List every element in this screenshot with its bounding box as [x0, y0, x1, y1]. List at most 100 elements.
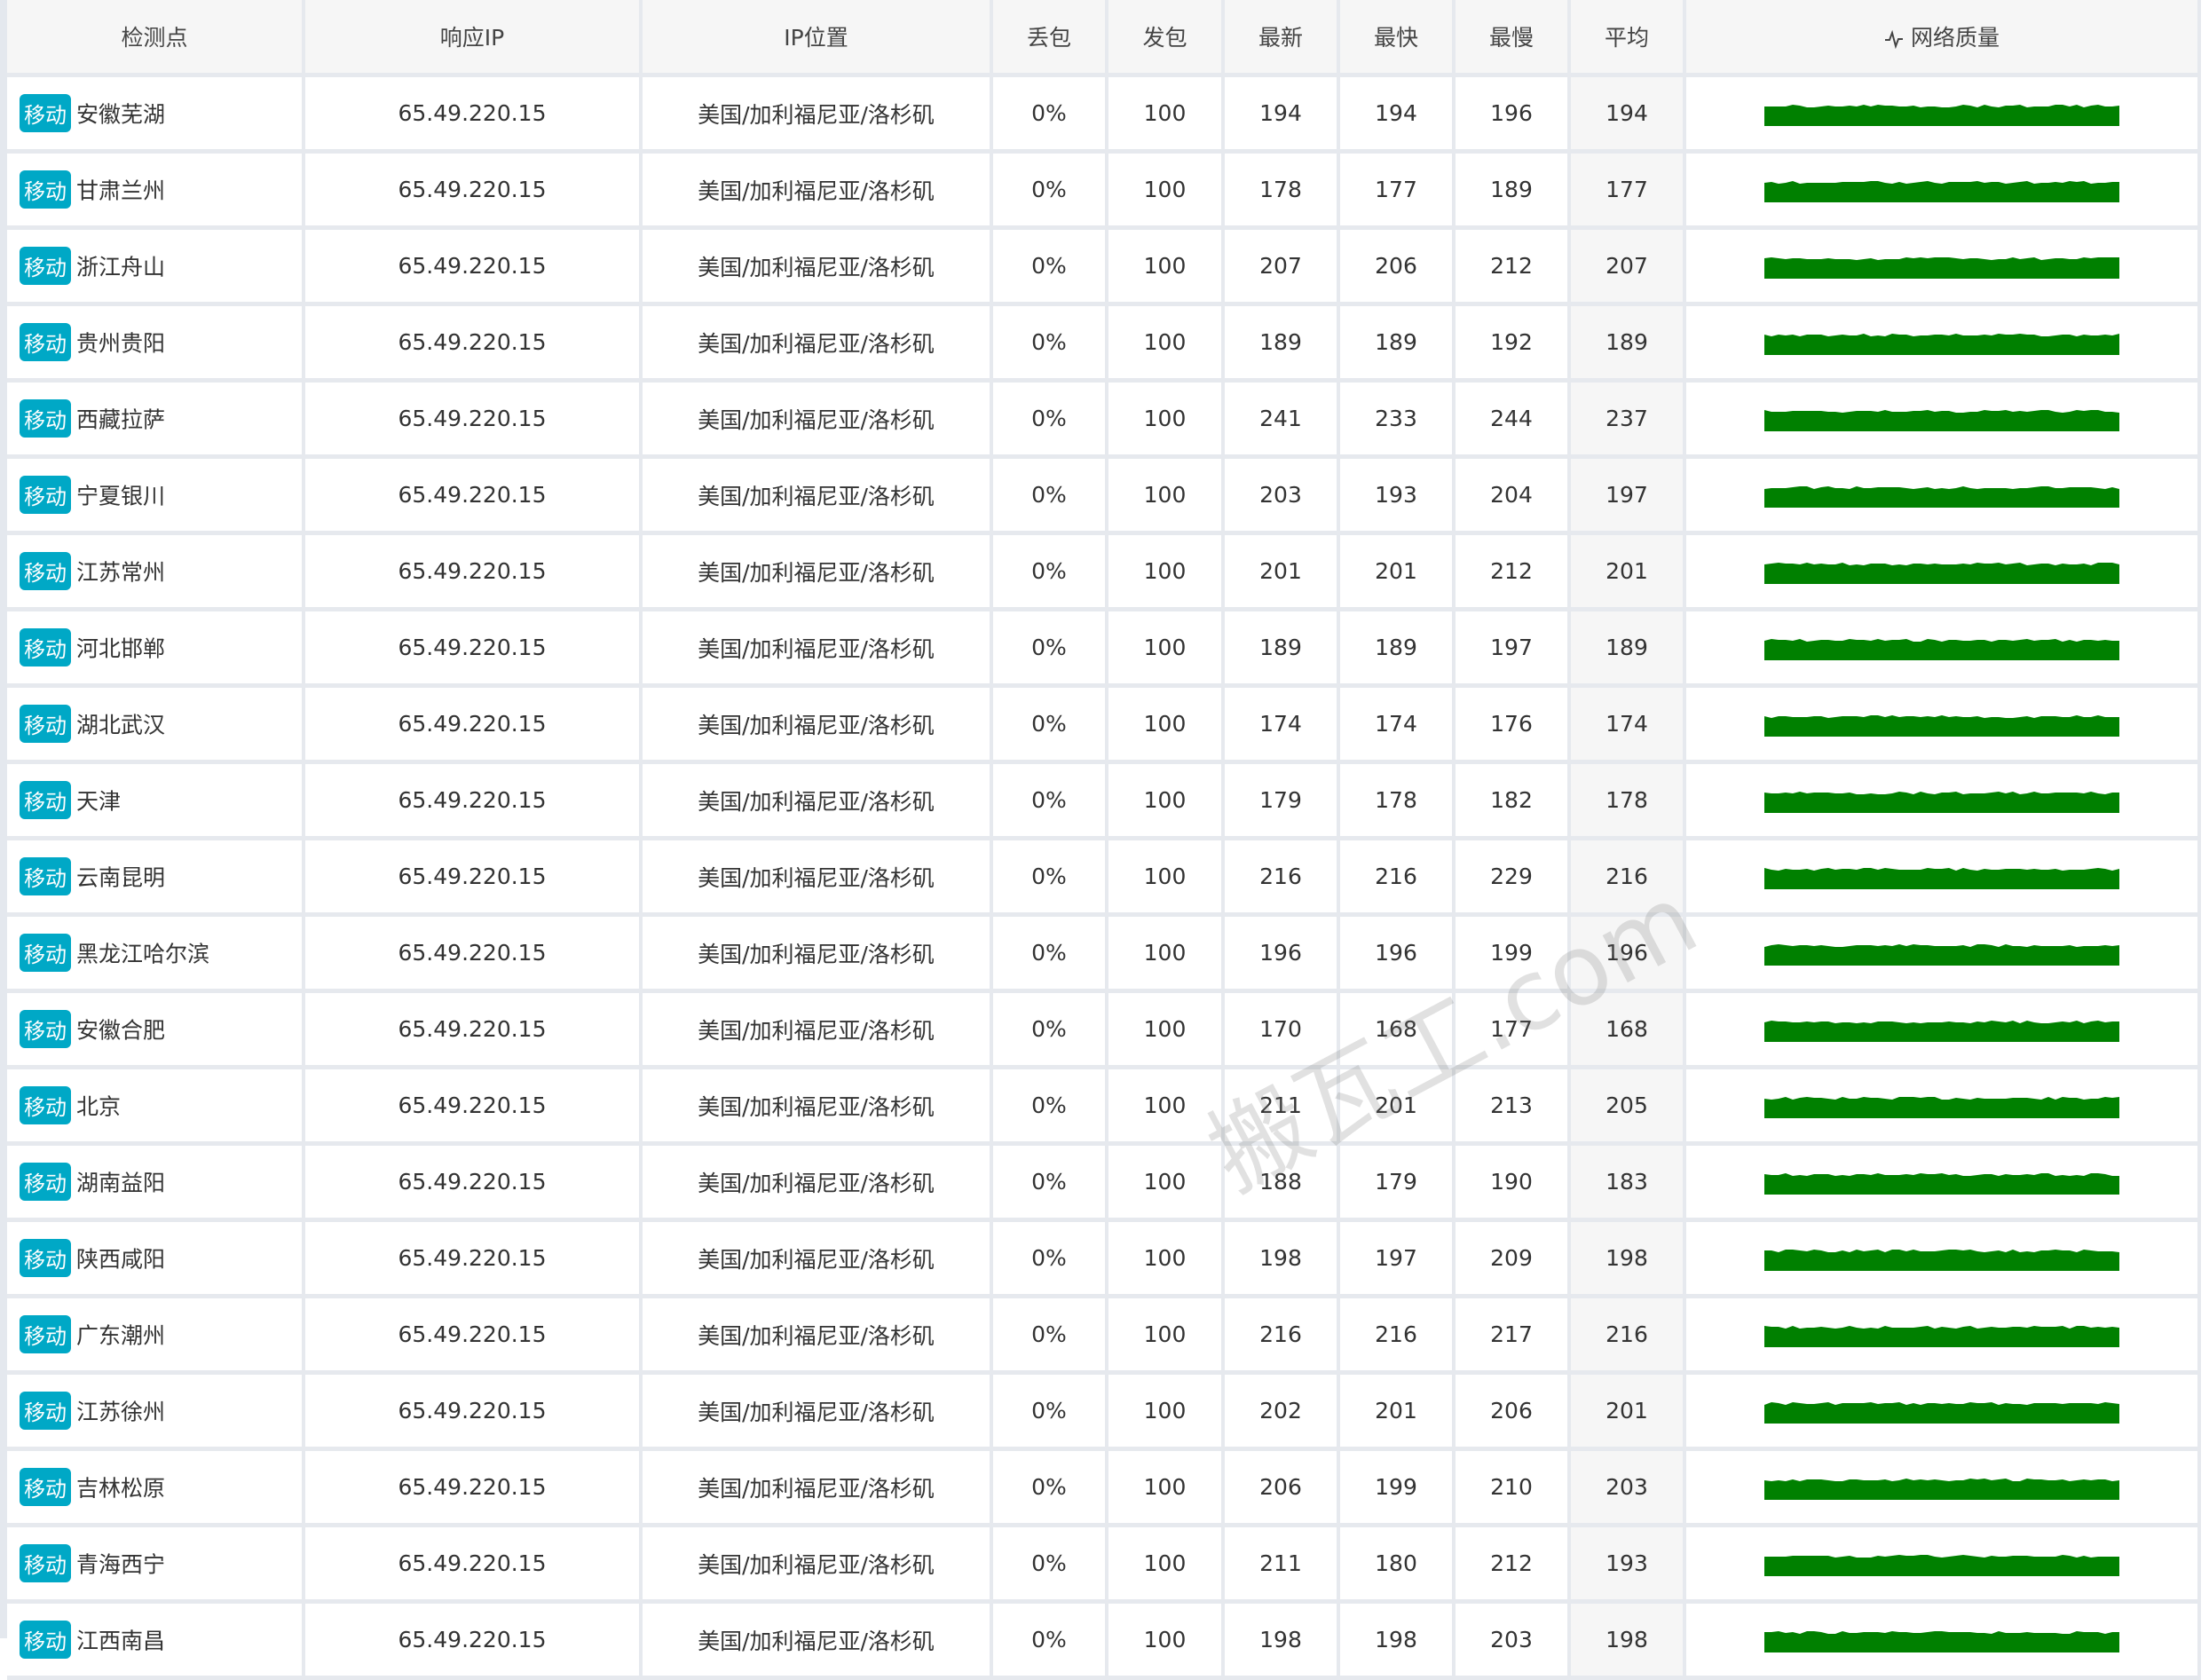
quality-cell: [1686, 306, 2201, 383]
left-border: [0, 0, 7, 1638]
node-cell: 移动 江苏徐州: [7, 1375, 305, 1451]
packets-sent: 100: [1108, 1298, 1225, 1375]
isp-badge: 移动: [20, 1239, 71, 1277]
quality-sparkline: [1764, 1249, 2119, 1271]
response-ip: 65.49.220.15: [305, 459, 643, 535]
table-row: 移动 安徽合肥 65.49.220.15 美国/加利福尼亚/洛杉矶 0% 100 170 16…: [7, 993, 2201, 1069]
isp-badge: 移动: [20, 1315, 71, 1353]
header-last: 最新: [1225, 0, 1340, 77]
node-cell: 移动 安徽芜湖: [7, 77, 305, 154]
packet-loss: 0%: [993, 840, 1108, 917]
packets-sent: 100: [1108, 306, 1225, 383]
packet-loss: 0%: [993, 688, 1108, 764]
ip-location: 美国/加利福尼亚/洛杉矶: [643, 917, 993, 993]
latency-best: 196: [1340, 917, 1456, 993]
ip-location: 美国/加利福尼亚/洛杉矶: [643, 1069, 993, 1146]
quality-sparkline: [1764, 1554, 2119, 1576]
packet-loss: 0%: [993, 1451, 1108, 1527]
header-node: 检测点: [7, 0, 305, 77]
header-ip: 响应IP: [305, 0, 643, 77]
ip-location: 美国/加利福尼亚/洛杉矶: [643, 77, 993, 154]
ip-location: 美国/加利福尼亚/洛杉矶: [643, 535, 993, 611]
packets-sent: 100: [1108, 1451, 1225, 1527]
packet-loss: 0%: [993, 1298, 1108, 1375]
latency-worst: 189: [1456, 154, 1571, 230]
node-cell: 移动 广东潮州: [7, 1298, 305, 1375]
isp-badge: 移动: [20, 1163, 71, 1201]
latency-best: 177: [1340, 154, 1456, 230]
latency-last: 201: [1225, 535, 1340, 611]
sparkline-area: [1764, 333, 2119, 355]
quality-sparkline: [1764, 180, 2119, 202]
node-location: 黑龙江哈尔滨: [76, 941, 210, 967]
ip-location: 美国/加利福尼亚/洛杉矶: [643, 230, 993, 306]
latency-worst: 209: [1456, 1222, 1571, 1298]
table-row: 移动 江西南昌 65.49.220.15 美国/加利福尼亚/洛杉矶 0% 100 198 19…: [7, 1604, 2201, 1680]
header-sent: 发包: [1108, 0, 1225, 77]
node-cell: 移动 江西南昌: [7, 1604, 305, 1680]
quality-sparkline: [1764, 1172, 2119, 1195]
response-ip: 65.49.220.15: [305, 1069, 643, 1146]
response-ip: 65.49.220.15: [305, 1604, 643, 1680]
ip-location: 美国/加利福尼亚/洛杉矶: [643, 993, 993, 1069]
latency-avg: 198: [1571, 1604, 1686, 1680]
latency-worst: 206: [1456, 1375, 1571, 1451]
ping-results-table: 检测点 响应IP IP位置 丢包 发包 最新 最快 最慢 平均 网络质量 移动安…: [7, 0, 2201, 1680]
table-row: 移动 北京 65.49.220.15 美国/加利福尼亚/洛杉矶 0% 100 211 201 2…: [7, 1069, 2201, 1146]
latency-best: 199: [1340, 1451, 1456, 1527]
sparkline-area: [1764, 1401, 2119, 1424]
node-location: 湖南益阳: [76, 1170, 166, 1196]
latency-worst: 197: [1456, 611, 1571, 688]
latency-best: 194: [1340, 77, 1456, 154]
packets-sent: 100: [1108, 77, 1225, 154]
ip-location: 美国/加利福尼亚/洛杉矶: [643, 1146, 993, 1222]
latency-best: 201: [1340, 535, 1456, 611]
response-ip: 65.49.220.15: [305, 383, 643, 459]
sparkline-area: [1764, 409, 2119, 431]
response-ip: 65.49.220.15: [305, 1375, 643, 1451]
sparkline-area: [1764, 638, 2119, 660]
latency-best: 180: [1340, 1527, 1456, 1604]
table-row: 移动 江苏常州 65.49.220.15 美国/加利福尼亚/洛杉矶 0% 100 201 20…: [7, 535, 2201, 611]
node-location: 湖北武汉: [76, 712, 166, 738]
node-cell: 移动 吉林松原: [7, 1451, 305, 1527]
packet-loss: 0%: [993, 1375, 1108, 1451]
sparkline-area: [1764, 180, 2119, 202]
table-row: 移动 云南昆明 65.49.220.15 美国/加利福尼亚/洛杉矶 0% 100 216 21…: [7, 840, 2201, 917]
latency-avg: 198: [1571, 1222, 1686, 1298]
node-location: 江苏常州: [76, 559, 166, 586]
latency-worst: 212: [1456, 535, 1571, 611]
response-ip: 65.49.220.15: [305, 1298, 643, 1375]
response-ip: 65.49.220.15: [305, 611, 643, 688]
latency-avg: 197: [1571, 459, 1686, 535]
node-location: 吉林松原: [76, 1475, 166, 1502]
table-row: 移动 湖北武汉 65.49.220.15 美国/加利福尼亚/洛杉矶 0% 100 174 17…: [7, 688, 2201, 764]
table-row: 移动 湖南益阳 65.49.220.15 美国/加利福尼亚/洛杉矶 0% 100 188 17…: [7, 1146, 2201, 1222]
ip-location: 美国/加利福尼亚/洛杉矶: [643, 383, 993, 459]
packets-sent: 100: [1108, 535, 1225, 611]
node-location: 宁夏银川: [76, 483, 166, 509]
quality-cell: [1686, 535, 2201, 611]
latency-avg: 216: [1571, 1298, 1686, 1375]
latency-avg: 205: [1571, 1069, 1686, 1146]
latency-avg: 189: [1571, 306, 1686, 383]
response-ip: 65.49.220.15: [305, 764, 643, 840]
table-row: 移动 广东潮州 65.49.220.15 美国/加利福尼亚/洛杉矶 0% 100 216 21…: [7, 1298, 2201, 1375]
latency-avg: 174: [1571, 688, 1686, 764]
isp-badge: 移动: [20, 705, 71, 743]
node-location: 甘肃兰州: [76, 177, 166, 204]
latency-last: 203: [1225, 459, 1340, 535]
latency-avg: 207: [1571, 230, 1686, 306]
ip-location: 美国/加利福尼亚/洛杉矶: [643, 459, 993, 535]
isp-badge: 移动: [20, 1544, 71, 1582]
ip-location: 美国/加利福尼亚/洛杉矶: [643, 611, 993, 688]
latency-last: 211: [1225, 1527, 1340, 1604]
quality-cell: [1686, 1451, 2201, 1527]
packets-sent: 100: [1108, 1069, 1225, 1146]
response-ip: 65.49.220.15: [305, 1451, 643, 1527]
ip-location: 美国/加利福尼亚/洛杉矶: [643, 154, 993, 230]
node-location: 广东潮州: [76, 1322, 166, 1349]
latency-avg: 216: [1571, 840, 1686, 917]
packets-sent: 100: [1108, 917, 1225, 993]
packets-sent: 100: [1108, 993, 1225, 1069]
